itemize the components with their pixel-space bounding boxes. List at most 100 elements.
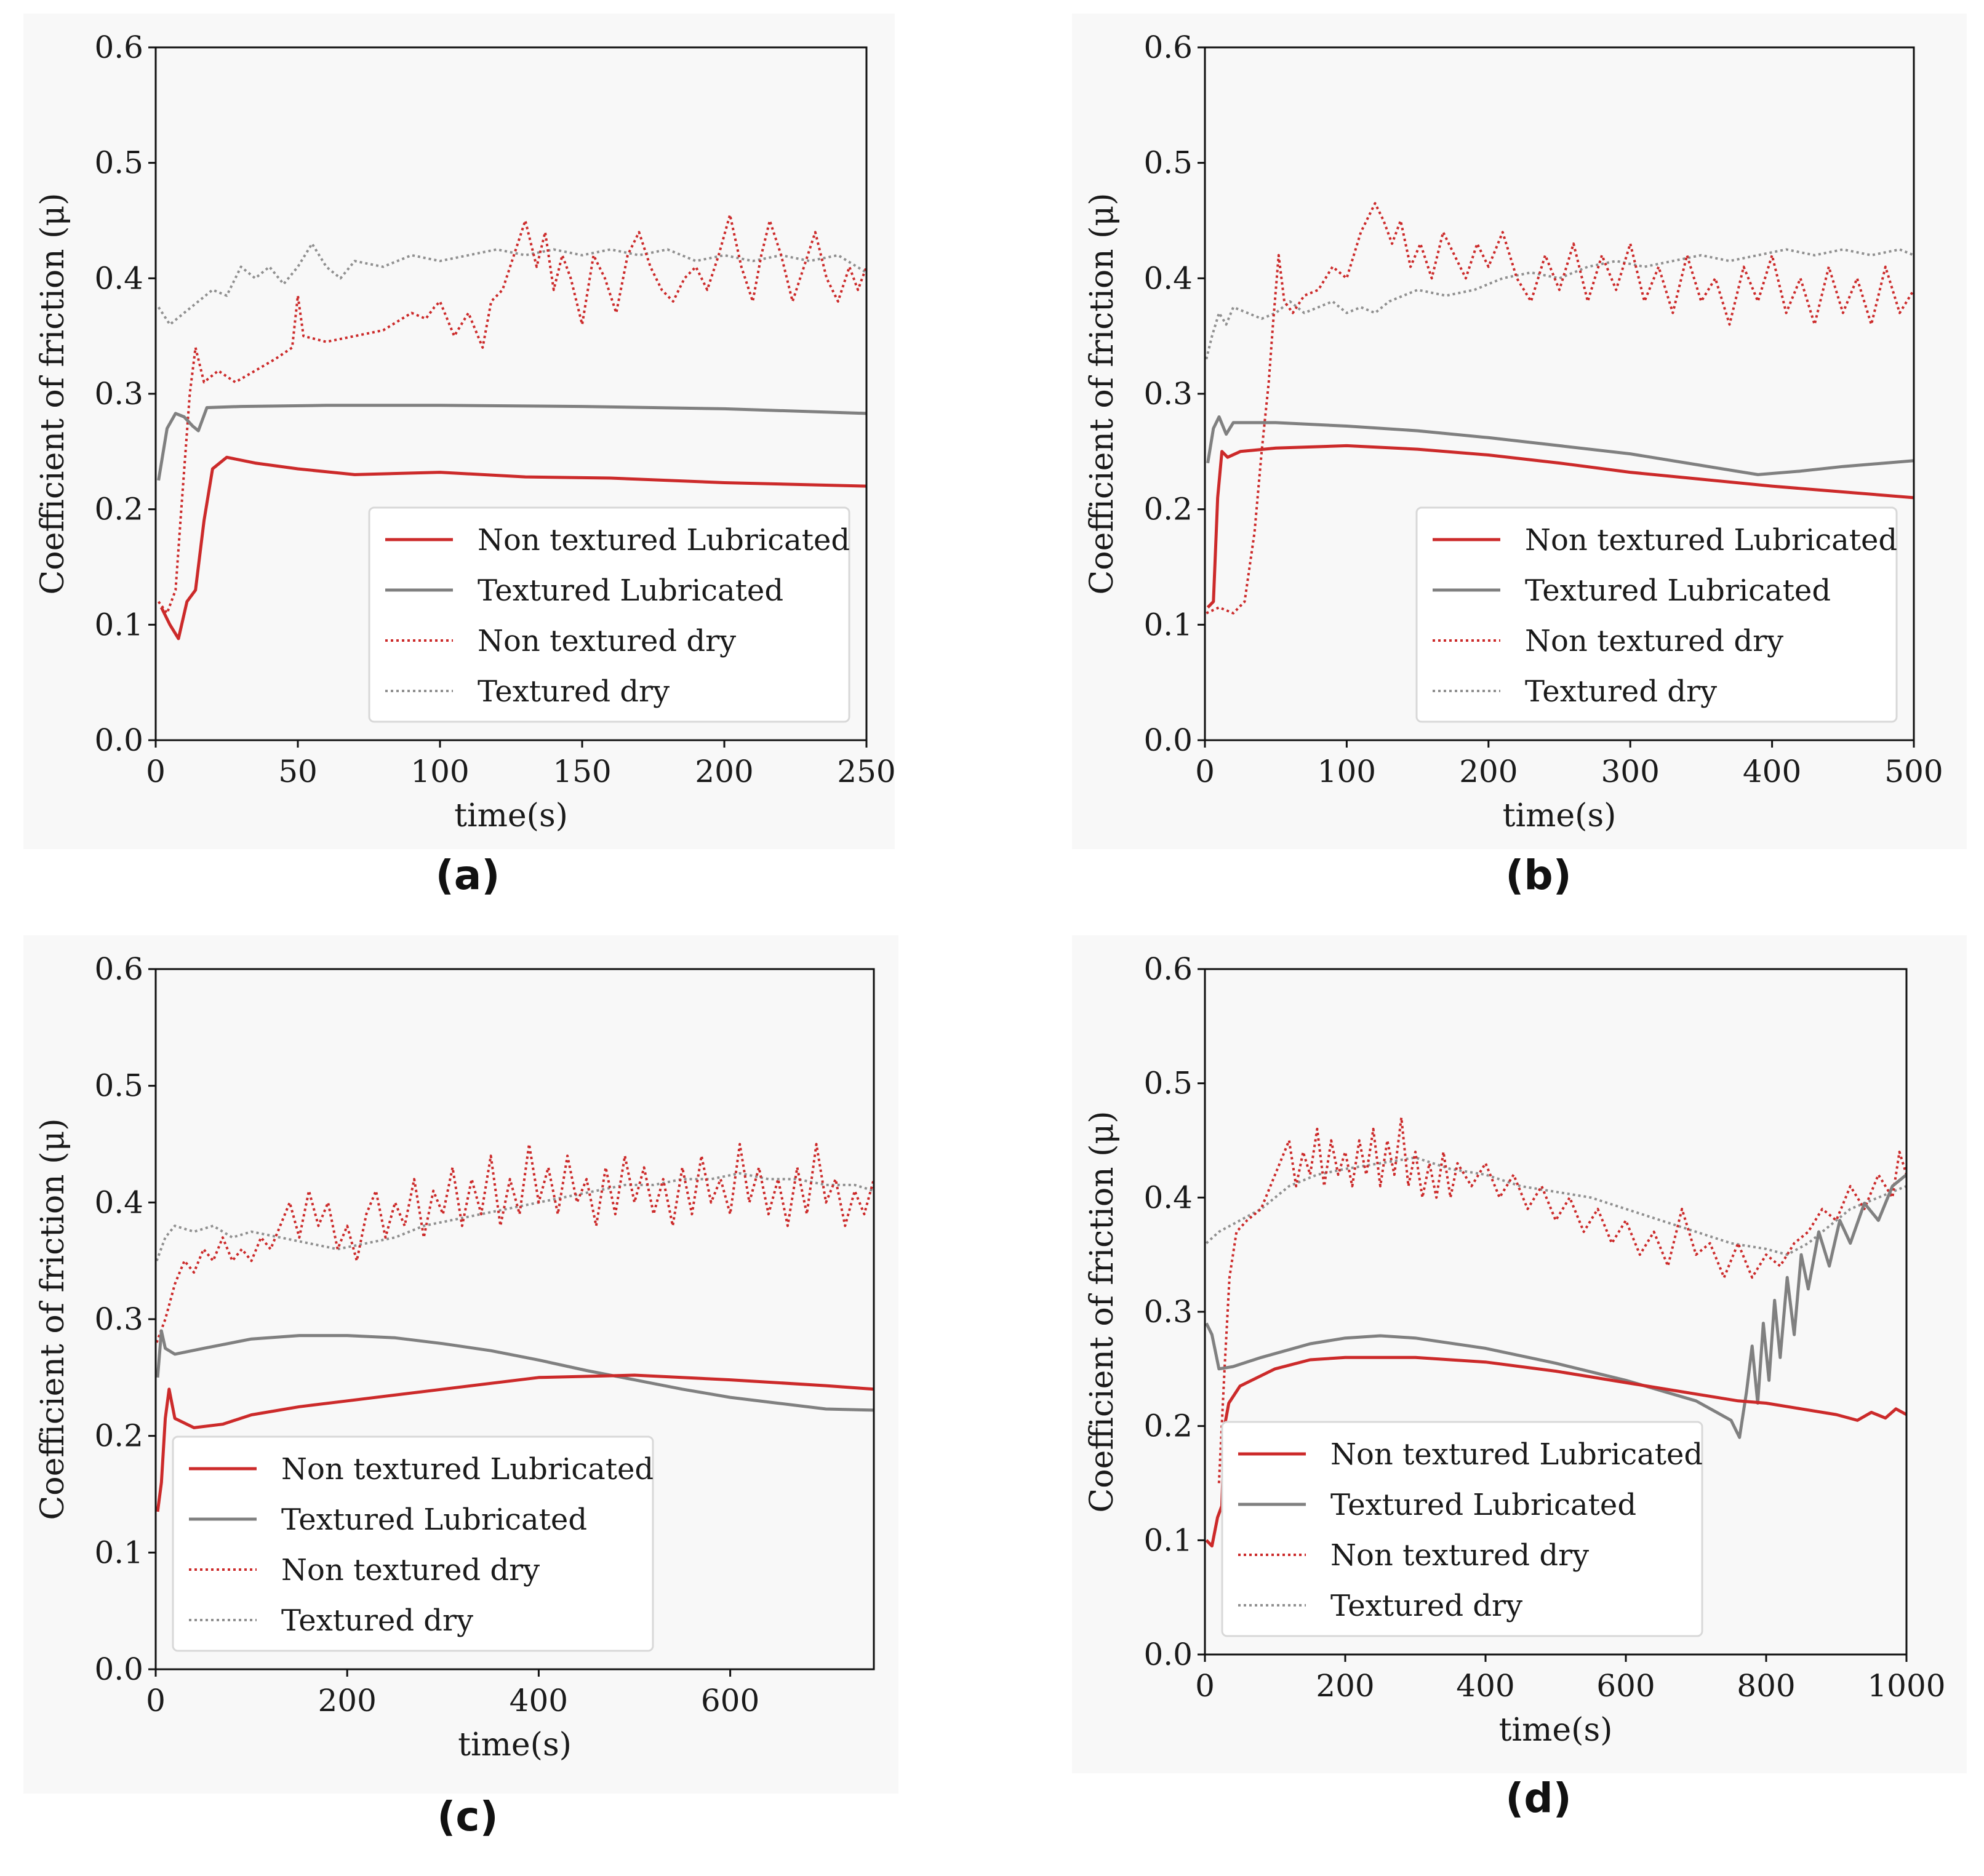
- series-line-textured-lubricated: [156, 1329, 874, 1412]
- legend-label: Textured dry: [478, 674, 670, 709]
- x-tick-label: 600: [701, 1683, 759, 1718]
- legend-label: Textured dry: [281, 1603, 473, 1638]
- y-tick-label: 0.2: [94, 1418, 143, 1454]
- y-axis-label: Coefficient of friction (μ): [34, 1118, 71, 1520]
- legend-box: [172, 1435, 654, 1652]
- series-group: [157, 214, 866, 641]
- y-tick-label: 0.6: [94, 951, 143, 987]
- y-tick-label: 0.4: [1143, 1179, 1193, 1215]
- y-tick-label: 0.2: [1143, 492, 1193, 527]
- panel-caption: (c): [437, 1793, 498, 1840]
- y-tick-label: 0.6: [94, 30, 143, 65]
- y-tick-label: 0.3: [94, 376, 143, 412]
- x-tick-label: 200: [695, 754, 753, 789]
- series-line-textured-dry: [1205, 248, 1914, 360]
- y-tick-label: 0.1: [1143, 1522, 1193, 1558]
- panel-caption: (b): [1505, 852, 1572, 899]
- y-tick-label: 0.0: [1143, 1637, 1193, 1672]
- x-tick-label: 0: [146, 754, 166, 789]
- y-tick-label: 0.5: [1143, 145, 1193, 181]
- chart-panel-b: 0.0 0.1 0.2 0.3 0.4 0.5 0.6 0 100 200 300 400 500 tim…: [1072, 14, 1967, 899]
- x-tick-label: 300: [1601, 754, 1659, 789]
- y-tick-label: 0.4: [1143, 260, 1193, 296]
- legend: Non textured Lubricated Textured Lubricat…: [172, 1435, 654, 1652]
- x-axis-label: time(s): [454, 797, 568, 834]
- y-tick-label: 0.1: [94, 1535, 143, 1570]
- series-line-non-textured-dry: [156, 1143, 874, 1343]
- legend: Non textured Lubricated Textured Lubricat…: [1415, 506, 1898, 723]
- x-tick-label: 800: [1737, 1668, 1795, 1704]
- series-group: [1205, 202, 1914, 615]
- legend-label: Textured Lubricated: [281, 1503, 587, 1537]
- series-line-non-textured-lubricated: [1206, 444, 1914, 609]
- panel-caption: (d): [1505, 1774, 1572, 1822]
- x-tick-label: 200: [318, 1683, 376, 1718]
- y-tick-label: 0.0: [94, 722, 143, 758]
- legend: Non textured Lubricated Textured Lubricat…: [1221, 1421, 1703, 1637]
- y-tick-label: 0.5: [1143, 1066, 1193, 1101]
- series-group: [156, 1143, 874, 1512]
- x-tick-label: 500: [1884, 754, 1943, 789]
- series-line-non-textured-lubricated: [159, 455, 866, 641]
- x-tick-label: 50: [278, 754, 318, 789]
- legend-label: Non textured dry: [478, 624, 736, 658]
- x-tick-label: 1000: [1867, 1668, 1945, 1704]
- legend-label: Textured Lubricated: [1330, 1488, 1636, 1522]
- series-line-non-textured-lubricated: [156, 1373, 874, 1512]
- x-axis-label: time(s): [1499, 1712, 1613, 1749]
- y-tick-label: 0.5: [94, 145, 143, 181]
- series-line-non-textured-dry: [1217, 1116, 1906, 1483]
- y-tick-label: 0.2: [94, 492, 143, 527]
- x-tick-label: 0: [146, 1683, 166, 1718]
- y-tick-label: 0.5: [94, 1068, 143, 1104]
- legend-label: Textured dry: [1525, 674, 1717, 709]
- y-axis-label: Coefficient of friction (μ): [1084, 1111, 1121, 1512]
- x-tick-label: 400: [1743, 754, 1801, 789]
- y-tick-label: 0.0: [1143, 722, 1193, 758]
- x-tick-label: 150: [553, 754, 611, 789]
- series-line-textured-lubricated: [1205, 1173, 1906, 1439]
- legend-label: Textured Lubricated: [478, 573, 783, 608]
- x-tick-label: 200: [1459, 754, 1518, 789]
- y-tick-label: 0.1: [94, 607, 143, 642]
- chart-panel-a: 0.0 0.1 0.2 0.3 0.4 0.5 0.6 0 50 100 150 200 250 time…: [23, 14, 896, 899]
- legend-label: Textured Lubricated: [1525, 573, 1831, 608]
- series-line-textured-lubricated: [157, 404, 866, 481]
- chart-panel-c: 0.0 0.1 0.2 0.3 0.4 0.5 0.6 0 200 400 600 time(s) Co…: [23, 935, 898, 1840]
- x-tick-label: 250: [837, 754, 895, 789]
- y-tick-label: 0.2: [1143, 1408, 1193, 1444]
- legend-label: Non textured dry: [281, 1553, 540, 1587]
- x-tick-label: 100: [410, 754, 469, 789]
- legend-label: Non textured Lubricated: [478, 523, 850, 557]
- panel-caption: (a): [436, 852, 500, 899]
- legend-label: Non textured Lubricated: [1330, 1437, 1703, 1472]
- y-axis-label: Coefficient of friction (μ): [1084, 193, 1121, 594]
- y-tick-label: 0.6: [1143, 951, 1193, 987]
- x-tick-label: 200: [1316, 1668, 1374, 1704]
- series-line-non-textured-dry: [157, 214, 866, 615]
- y-tick-label: 0.4: [94, 1184, 143, 1220]
- x-tick-label: 400: [1456, 1668, 1514, 1704]
- legend-label: Textured dry: [1330, 1589, 1522, 1623]
- y-tick-label: 0.3: [1143, 376, 1193, 412]
- y-tick-label: 0.1: [1143, 607, 1193, 642]
- legend-box: [1415, 506, 1898, 723]
- legend: Non textured Lubricated Textured Lubricat…: [368, 506, 850, 723]
- x-tick-label: 0: [1195, 1668, 1215, 1704]
- series-line-textured-dry: [156, 1172, 874, 1261]
- x-tick-label: 0: [1195, 754, 1215, 789]
- x-axis-label: time(s): [458, 1726, 572, 1763]
- x-axis-label: time(s): [1503, 797, 1617, 834]
- legend-label: Non textured dry: [1525, 624, 1783, 658]
- y-tick-label: 0.6: [1143, 30, 1193, 65]
- y-axis-label: Coefficient of friction (μ): [34, 193, 71, 594]
- legend-box: [368, 506, 850, 723]
- y-tick-label: 0.3: [1143, 1294, 1193, 1330]
- x-tick-label: 400: [510, 1683, 568, 1718]
- x-tick-label: 600: [1596, 1668, 1655, 1704]
- chart-panel-d: 0.0 0.1 0.2 0.3 0.4 0.5 0.6 0 200 400 600 800 1000 ti…: [1072, 935, 1967, 1822]
- legend-label: Non textured Lubricated: [1525, 523, 1897, 557]
- series-line-textured-dry: [157, 242, 866, 326]
- series-line-textured-lubricated: [1206, 415, 1914, 476]
